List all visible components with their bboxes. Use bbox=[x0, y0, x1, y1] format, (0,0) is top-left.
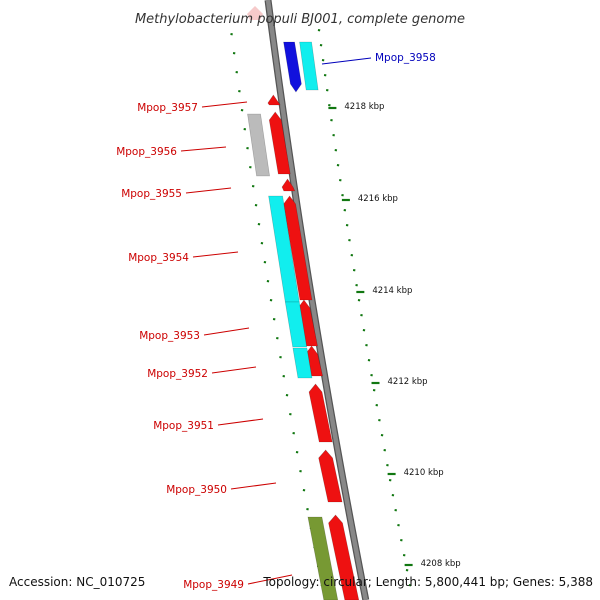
gene-label[interactable]: Mpop_3956 bbox=[116, 146, 177, 158]
gene-mpop-3951[interactable] bbox=[308, 383, 333, 443]
gene-label[interactable]: Mpop_3955 bbox=[121, 188, 182, 200]
gene-label-leader bbox=[185, 187, 232, 194]
gene-label-leader bbox=[180, 146, 227, 152]
gene-features bbox=[247, 41, 360, 600]
gene-label[interactable]: Mpop_3953 bbox=[139, 330, 200, 342]
gene-label-leader bbox=[201, 101, 248, 108]
gene-label[interactable]: Mpop_3951 bbox=[153, 420, 214, 432]
feature-cyan-3958[interactable] bbox=[299, 41, 319, 91]
gene-label[interactable]: Mpop_3957 bbox=[137, 102, 198, 114]
feature-grey[interactable] bbox=[247, 113, 270, 177]
gene-label-leader bbox=[211, 366, 257, 374]
gene-mpop-3958[interactable] bbox=[283, 41, 302, 93]
scale-label: 4216 kbp bbox=[358, 194, 398, 204]
gene-label-leader bbox=[230, 482, 277, 490]
gene-mpop-3950[interactable] bbox=[318, 449, 343, 503]
gene-label-leader bbox=[217, 418, 264, 426]
gene-label-leader bbox=[321, 57, 372, 65]
scale-ticks bbox=[230, 29, 413, 587]
gene-mpop-3957[interactable] bbox=[267, 94, 281, 106]
feature-cyan-middle[interactable] bbox=[284, 301, 308, 348]
gene-label[interactable]: Mpop_3958 bbox=[375, 52, 436, 64]
label-leaders bbox=[180, 57, 372, 585]
background-layer bbox=[247, 6, 263, 20]
gene-label[interactable]: Mpop_3950 bbox=[166, 484, 227, 496]
scale-label: 4210 kbp bbox=[404, 468, 444, 478]
genome-summary-text: Topology: circular; Length: 5,800,441 bp… bbox=[262, 575, 593, 589]
gene-label[interactable]: Mpop_3952 bbox=[147, 368, 208, 380]
gene-label-leader bbox=[203, 327, 250, 336]
gene-label-leader bbox=[247, 574, 293, 585]
scale-label: 4218 kbp bbox=[344, 102, 384, 112]
scale-label: 4214 kbp bbox=[372, 286, 412, 296]
gene-mpop-3955[interactable] bbox=[281, 178, 296, 192]
gene-labels: Mpop_3958 Mpop_3957 Mpop_3956 Mpop_3955 Mpop… bbox=[116, 52, 436, 591]
gene-label[interactable]: Mpop_3949 bbox=[183, 579, 244, 591]
feature-cyan-lower[interactable] bbox=[292, 347, 313, 379]
gene-mpop-3956[interactable] bbox=[268, 111, 291, 175]
scale-label: 4208 kbp bbox=[421, 559, 461, 569]
accession-text: Accession: NC_010725 bbox=[9, 575, 145, 589]
gene-label-leader bbox=[192, 251, 239, 258]
scale-labels: 4218 kbp 4216 kbp 4214 kbp 4212 kbp 4210 kbp… bbox=[344, 102, 460, 569]
scale-label: 4212 kbp bbox=[388, 377, 428, 387]
gene-mpop-3949[interactable] bbox=[328, 514, 360, 600]
gene-mpop-3954[interactable] bbox=[283, 195, 313, 301]
gene-label[interactable]: Mpop_3954 bbox=[128, 252, 189, 264]
partial-feature-top bbox=[247, 6, 263, 20]
feature-olive[interactable] bbox=[307, 516, 339, 600]
map-title: Methylobacterium populi BJ001, complete … bbox=[135, 12, 465, 27]
